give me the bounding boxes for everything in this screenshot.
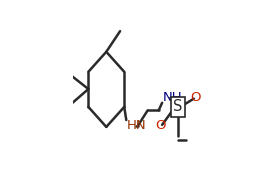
Text: NH: NH <box>163 91 182 105</box>
Text: O: O <box>155 119 165 132</box>
Text: HN: HN <box>127 119 147 132</box>
Text: S: S <box>173 100 183 114</box>
Text: O: O <box>191 91 201 105</box>
